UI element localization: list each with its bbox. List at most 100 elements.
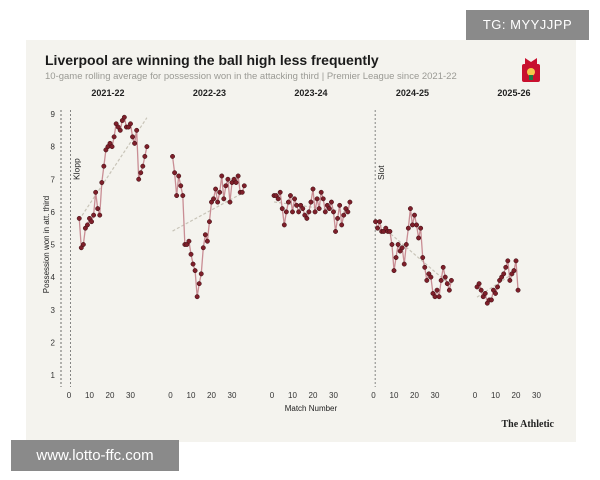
x-tick-label: 20 bbox=[106, 391, 115, 400]
y-tick-label: 6 bbox=[51, 208, 56, 217]
data-point bbox=[138, 170, 144, 176]
data-point bbox=[493, 290, 498, 296]
data-point bbox=[393, 255, 399, 261]
season-panel: 2021-22 0 10 20 30 Klopp bbox=[67, 88, 150, 400]
data-point bbox=[174, 193, 180, 199]
chart-area: 1 2 3 4 5 6 7 8 9 Possession won in att. third Mat… bbox=[42, 88, 542, 413]
data-point bbox=[283, 209, 289, 215]
data-point bbox=[121, 114, 127, 120]
data-point bbox=[306, 209, 312, 215]
data-point bbox=[407, 206, 413, 212]
chart-card: Liverpool are winning the ball high less… bbox=[26, 40, 576, 442]
data-point bbox=[288, 193, 293, 199]
data-point bbox=[277, 189, 283, 195]
x-tick-label: 20 bbox=[309, 391, 318, 400]
data-point bbox=[235, 173, 241, 179]
liverpool-crest-icon bbox=[522, 58, 540, 82]
data-point bbox=[310, 186, 316, 192]
x-tick-label: 10 bbox=[187, 391, 196, 400]
data-point bbox=[503, 264, 509, 270]
data-point bbox=[432, 294, 438, 300]
x-tick-label: 30 bbox=[329, 391, 338, 400]
x-tick-label: 20 bbox=[410, 391, 419, 400]
data-point bbox=[111, 134, 117, 140]
data-point bbox=[416, 235, 422, 241]
source-credit: The Athletic bbox=[501, 419, 555, 430]
y-tick-label: 4 bbox=[51, 273, 56, 282]
data-point bbox=[300, 206, 306, 212]
data-point bbox=[308, 199, 314, 205]
data-point bbox=[436, 294, 442, 300]
data-point bbox=[285, 199, 291, 205]
data-point bbox=[511, 268, 517, 274]
data-point bbox=[207, 219, 212, 225]
data-point bbox=[89, 219, 95, 225]
x-tick-label: 20 bbox=[512, 391, 521, 400]
data-point bbox=[389, 242, 395, 247]
season-panel: 2023-24 0 10 20 30 bbox=[270, 88, 353, 400]
x-tick-label: 10 bbox=[491, 391, 500, 400]
data-point bbox=[178, 183, 184, 189]
data-point bbox=[134, 127, 140, 133]
data-point bbox=[482, 290, 488, 296]
data-point bbox=[97, 212, 103, 218]
manager-label: Klopp bbox=[72, 158, 82, 180]
y-tick-label: 3 bbox=[51, 306, 56, 315]
data-point bbox=[196, 281, 202, 287]
data-point bbox=[333, 229, 338, 234]
data-point bbox=[204, 238, 210, 244]
y-tick-label: 5 bbox=[51, 241, 56, 250]
data-point bbox=[505, 258, 511, 264]
data-point bbox=[170, 153, 176, 159]
data-point bbox=[513, 258, 519, 264]
x-tick-label: 0 bbox=[371, 391, 376, 400]
data-point bbox=[373, 219, 378, 225]
y-tick-label: 2 bbox=[51, 338, 56, 347]
data-point bbox=[322, 209, 328, 215]
y-tick-label: 1 bbox=[51, 371, 56, 380]
season-label: 2024-25 bbox=[396, 88, 429, 98]
data-point bbox=[190, 261, 196, 267]
data-point bbox=[140, 163, 146, 169]
data-point bbox=[198, 271, 204, 277]
data-point bbox=[221, 196, 227, 202]
data-point bbox=[80, 242, 86, 247]
season-label: 2023-24 bbox=[294, 88, 327, 98]
data-point bbox=[316, 206, 322, 212]
data-point bbox=[440, 264, 446, 270]
data-point bbox=[422, 264, 428, 270]
data-point bbox=[128, 121, 133, 127]
season-panel: 2025-26 0 10 20 30 bbox=[473, 88, 542, 400]
data-point bbox=[448, 277, 454, 283]
data-point bbox=[227, 199, 233, 205]
y-tick-label: 8 bbox=[51, 143, 56, 152]
data-point bbox=[130, 134, 136, 140]
x-tick-label: 20 bbox=[207, 391, 216, 400]
data-point bbox=[275, 196, 281, 202]
data-point bbox=[76, 215, 82, 221]
x-tick-label: 10 bbox=[85, 391, 94, 400]
data-point bbox=[180, 193, 186, 199]
data-point bbox=[410, 222, 415, 228]
data-point bbox=[495, 284, 500, 290]
series-line bbox=[374, 208, 453, 299]
data-point bbox=[172, 170, 178, 176]
data-point bbox=[335, 215, 341, 221]
data-point bbox=[418, 225, 424, 231]
data-point bbox=[337, 202, 343, 208]
season-label: 2022-23 bbox=[193, 88, 226, 98]
data-point bbox=[211, 196, 217, 202]
data-point bbox=[488, 297, 494, 303]
trend-line bbox=[172, 191, 245, 232]
data-point bbox=[341, 212, 347, 218]
data-point bbox=[233, 180, 239, 185]
data-point bbox=[213, 186, 219, 192]
chart-subtitle: 10-game rolling average for possession w… bbox=[45, 71, 457, 82]
data-point bbox=[109, 144, 115, 150]
x-tick-label: 10 bbox=[390, 391, 399, 400]
data-point bbox=[515, 287, 521, 293]
data-point bbox=[142, 153, 148, 159]
data-point bbox=[91, 212, 97, 218]
data-point bbox=[132, 140, 138, 146]
data-point bbox=[136, 176, 142, 182]
